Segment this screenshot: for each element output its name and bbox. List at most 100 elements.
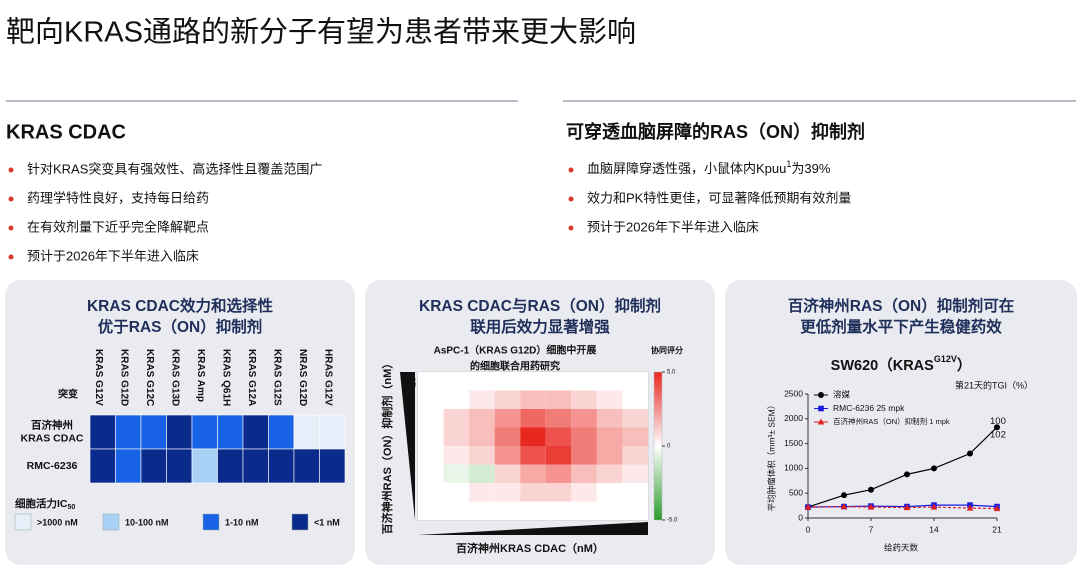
heatmap-cell: [545, 409, 572, 428]
heatmap-cell: [293, 448, 320, 484]
chart-title-part: ）: [957, 356, 972, 374]
x-tick-label: 0: [806, 524, 811, 534]
row-label: KRAS CDAC: [21, 432, 84, 444]
table-value: 102: [990, 430, 1006, 441]
colorbar-tick-label: 5.0: [667, 370, 676, 376]
heatmap-cell: [217, 448, 244, 484]
bullet-text: 预计于2026年下半年进入临床: [27, 248, 199, 263]
heatmap-cell: [418, 409, 444, 428]
heatmap-cell: [418, 464, 444, 483]
heatmap-cell: [545, 464, 572, 483]
heatmap-cell: [545, 372, 572, 391]
heatmap-cell: [494, 446, 521, 465]
row-header: 突变: [58, 388, 78, 401]
data-point: [967, 450, 973, 457]
data-point: [930, 503, 938, 510]
y-tick-label: 500: [789, 487, 803, 497]
data-point: [804, 503, 812, 510]
bullet-text: 针对KRAS突变具有强效性、高选择性且覆盖范围广: [27, 161, 322, 176]
heatmap-cell: [443, 464, 470, 483]
heatmap-cell: [571, 483, 597, 502]
heatmap-cell: [596, 372, 623, 391]
card-title: 优于RAS（ON）抑制剂: [98, 317, 262, 336]
card: [725, 280, 1077, 565]
heatmap-cell: [622, 501, 648, 520]
heatmap-cell: [571, 464, 597, 483]
bullet-text: 效力和PK特性更佳，可显著降低预期有效剂量: [587, 190, 851, 205]
data-point: [904, 471, 910, 478]
heatmap-cell: [571, 446, 597, 465]
legend-swatch: [102, 513, 120, 531]
column-label: NRAS G12D: [297, 349, 308, 406]
heatmap-cell: [469, 446, 495, 465]
heatmap-cell: [545, 427, 572, 446]
legend-label: 溶媒: [833, 389, 851, 399]
axis-label: 百济神州RAS（ON）抑制剂（nM）: [380, 358, 394, 535]
heatmap-cell: [596, 409, 623, 428]
column-label: KRAS Q61H: [221, 349, 232, 406]
heatmap-cell: [469, 390, 495, 409]
heatmap-cell: [418, 372, 444, 391]
card-title: 联用后效力显著增强: [470, 317, 610, 336]
heatmap-cell: [494, 501, 521, 520]
heatmap-cell: [571, 409, 597, 428]
column-label: KRAS Amp: [195, 349, 206, 402]
bullet-dot: [8, 254, 14, 260]
heatmap-cell: [571, 390, 597, 409]
heatmap-cell: [545, 483, 572, 502]
wedge-label: 16: [407, 377, 417, 387]
y-tick-label: 2000: [784, 413, 803, 423]
heatmap-cell: [494, 427, 521, 446]
heatmap-cell: [622, 427, 648, 446]
heatmap-cell: [268, 414, 295, 450]
heatmap-cell: [268, 448, 295, 484]
row-label: RMC-6236: [27, 460, 78, 472]
superscript: G12V: [934, 354, 957, 364]
heatmap-cell: [319, 448, 346, 484]
heatmap-cell: [596, 483, 623, 502]
legend-marker: [818, 392, 824, 398]
data-point: [903, 504, 911, 511]
row-label: 百济神州: [31, 418, 73, 431]
y-tick-label: 0: [798, 512, 803, 522]
heatmap-cell: [89, 448, 116, 484]
legend-title-part: 细胞活力IC: [15, 497, 68, 510]
column-label: KRAS G12A: [246, 349, 257, 406]
heatmap-cell: [622, 409, 648, 428]
heatmap-cell: [520, 483, 546, 502]
x-tick-label: 14: [929, 524, 939, 534]
bullet-dot: [8, 196, 14, 202]
legend-label: 1-10 nM: [225, 517, 259, 527]
heatmap-cell: [140, 414, 167, 450]
legend-swatch: [202, 513, 220, 531]
bullet-text: 药理学特性良好，支持每日给药: [27, 190, 209, 205]
bullet-text: 在有效剂量下近乎完全降解靶点: [27, 219, 209, 234]
legend-swatch: [291, 513, 309, 531]
heatmap-cell: [191, 414, 218, 450]
legend-swatch: [14, 513, 32, 531]
legend-marker: [818, 405, 824, 412]
heatmap-cell: [115, 414, 142, 450]
heatmap-cell: [469, 372, 495, 391]
heatmap-cell: [89, 414, 116, 450]
heatmap-cell: [596, 464, 623, 483]
heatmap-cell: [443, 483, 470, 502]
heatmap-cell: [622, 372, 648, 391]
y-tick-label: 1000: [784, 463, 803, 473]
data-point: [841, 492, 847, 499]
bullet-dot: [8, 167, 14, 173]
section-title: 可穿透血脑屏障的RAS（ON）抑制剂: [566, 121, 865, 142]
data-point: [867, 503, 875, 510]
heatmap-cell: [622, 483, 648, 502]
heatmap-cell: [571, 501, 597, 520]
table-header: 第21天的TGI（%）: [955, 379, 1033, 390]
heatmap-cell: [520, 409, 546, 428]
x-tick-label: 21: [992, 524, 1002, 534]
heatmap-cell: [596, 427, 623, 446]
column-label: KRAS G13D: [170, 349, 181, 406]
section-title: KRAS CDAC: [6, 121, 126, 143]
heatmap-cell: [443, 446, 470, 465]
bullet-text-part: 为39%: [791, 161, 830, 176]
bullet-dot: [8, 225, 14, 231]
legend-marker: [817, 418, 825, 425]
